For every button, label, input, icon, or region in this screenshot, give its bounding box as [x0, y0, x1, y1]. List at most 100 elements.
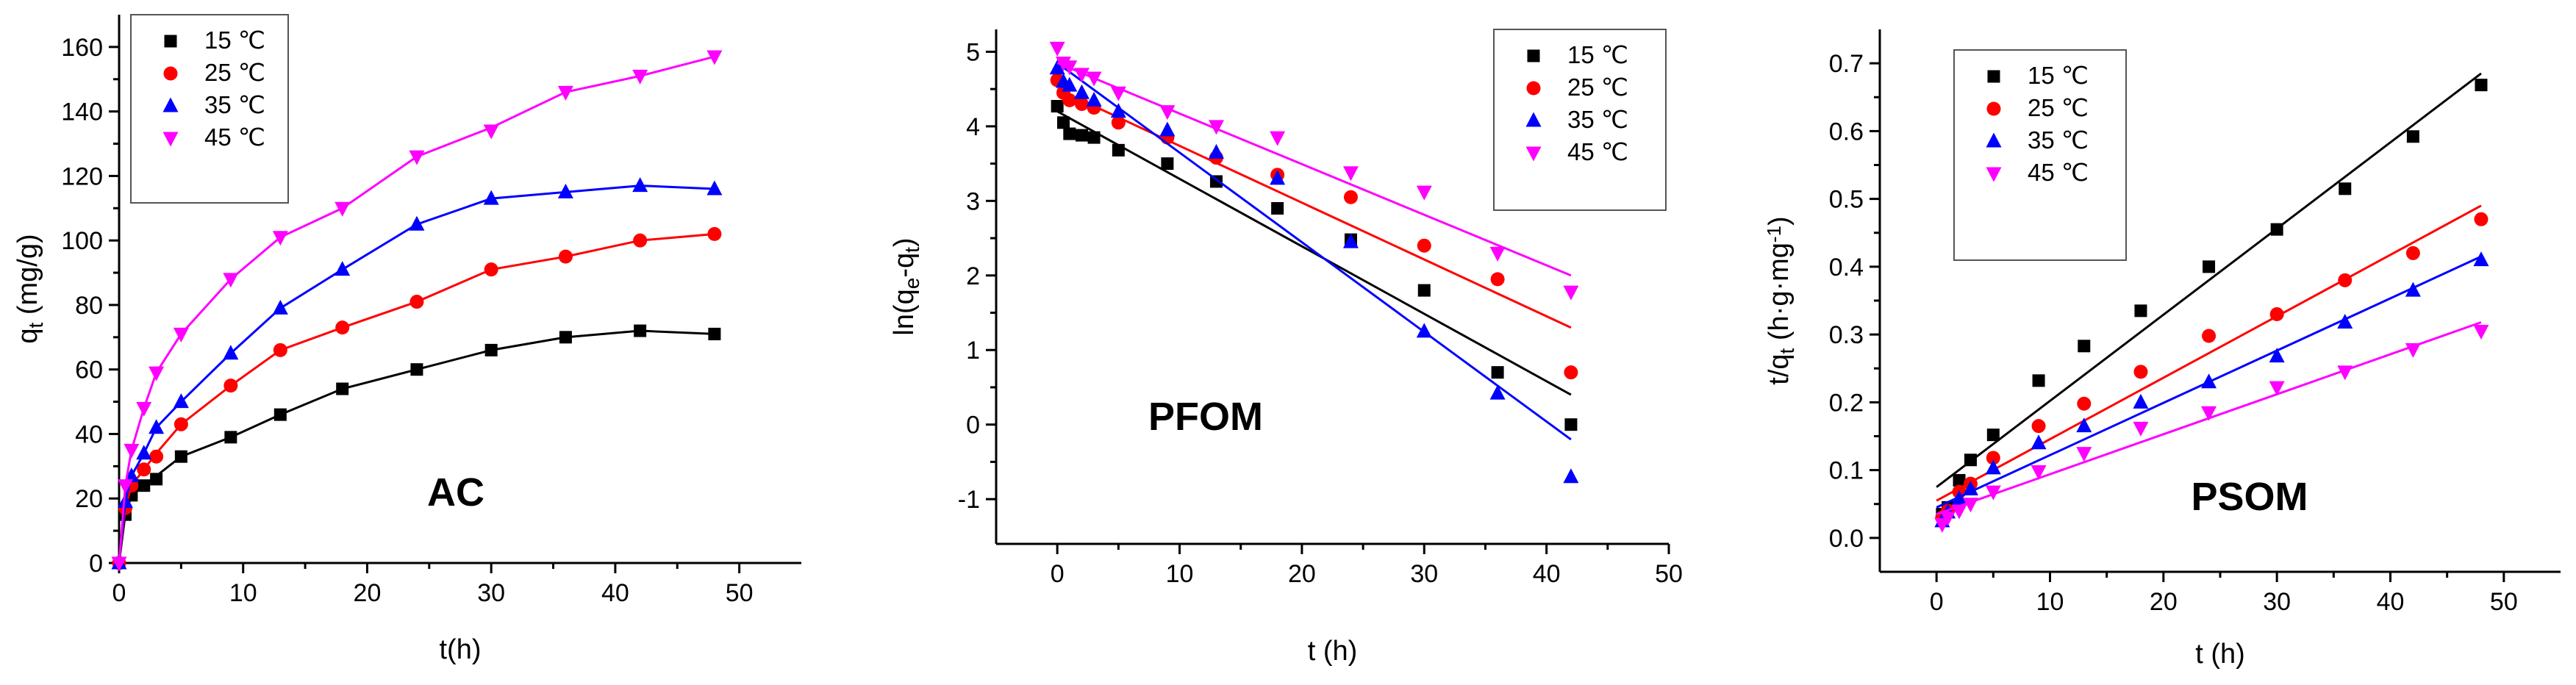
- data-point: [1563, 468, 1579, 484]
- data-point: [1416, 323, 1432, 338]
- legend-label: 15 ℃: [204, 26, 265, 54]
- x-tick-label: 40: [2377, 588, 2405, 616]
- legend: 15 ℃ 25 ℃ 35 ℃ 45 ℃: [1953, 49, 2127, 261]
- data-point: [1056, 57, 1071, 72]
- data-point: [2076, 417, 2092, 433]
- data-point: [2078, 340, 2091, 353]
- series-3: [1049, 41, 1579, 301]
- data-point: [2405, 281, 2421, 297]
- y-tick-label: 0.1: [1829, 457, 1864, 485]
- data-point: [1985, 459, 2001, 475]
- data-point: [272, 231, 288, 246]
- fit-line: [1936, 204, 2482, 502]
- data-point: [173, 393, 189, 409]
- data-point: [2201, 406, 2217, 421]
- legend-marker: [164, 35, 177, 48]
- y-tick-label: 2: [966, 262, 980, 290]
- data-point: [1086, 71, 1102, 87]
- data-point: [409, 150, 425, 165]
- data-point: [484, 343, 498, 356]
- fit-line: [1056, 110, 1572, 396]
- data-point: [558, 249, 573, 264]
- data-point: [2405, 342, 2421, 358]
- data-point: [1159, 105, 1176, 121]
- data-point: [334, 261, 351, 276]
- data-point: [2406, 130, 2419, 143]
- data-point: [1271, 201, 1284, 215]
- data-point: [117, 479, 133, 495]
- y-tick-label: 40: [75, 420, 103, 448]
- data-point: [1564, 418, 1578, 431]
- data-point: [2202, 329, 2217, 343]
- data-point: [1062, 76, 1078, 92]
- y-tick-label: 80: [75, 292, 103, 320]
- x-axis-title: t (h): [2195, 639, 2245, 670]
- data-point: [137, 479, 151, 492]
- y-tick-label: 0.6: [1829, 118, 1864, 146]
- data-point: [1962, 480, 1978, 495]
- y-axis-title-part: t: [901, 247, 923, 253]
- legend: 15 ℃ 25 ℃ 35 ℃ 45 ℃: [130, 14, 289, 204]
- data-point: [2032, 374, 2045, 387]
- chart-panel-ac: 0 10 20 30 40 50 0 20 40 60 80 100 120 140 160 t(h) qt (…: [12, 14, 801, 665]
- x-tick-label: 0: [1051, 560, 1065, 588]
- data-point: [559, 331, 572, 344]
- y-axis-title-part: t: [24, 323, 47, 329]
- y-axis-title-part: q: [12, 329, 43, 344]
- data-point: [124, 443, 140, 459]
- data-point: [1062, 93, 1077, 107]
- legend-marker: [1986, 101, 2001, 116]
- data-point: [706, 50, 723, 65]
- data-point: [2405, 245, 2420, 260]
- y-axis-title-part: t: [1775, 348, 1798, 354]
- data-point: [1951, 489, 1967, 505]
- data-point: [1940, 511, 1956, 526]
- data-point: [633, 233, 648, 248]
- data-point: [2269, 348, 2285, 363]
- legend-marker: [1526, 81, 1541, 96]
- data-point: [2076, 447, 2092, 462]
- fit-curve: [118, 55, 715, 564]
- x-tick-label: 50: [1655, 560, 1683, 588]
- y-tick-label: 0: [966, 412, 980, 440]
- data-point: [2473, 251, 2489, 267]
- data-point: [1417, 284, 1431, 297]
- data-point: [2133, 365, 2148, 379]
- x-tick-label: 30: [477, 579, 505, 607]
- data-point: [706, 180, 723, 196]
- data-point: [223, 379, 238, 393]
- chart-panel-pfom: 0 10 20 30 40 50 -1 0 1 2 3 4 5 t (h) ln(qe-qt) 15 ℃ 25 …: [889, 29, 1683, 667]
- fit-line: [1056, 62, 1572, 441]
- data-point: [111, 556, 127, 572]
- data-point: [136, 401, 152, 417]
- legend-label: 15 ℃: [1567, 41, 1628, 68]
- series-0: [1051, 99, 1578, 431]
- y-tick-label: 1: [966, 337, 980, 365]
- legend-marker: [1525, 112, 1542, 127]
- data-point: [1270, 170, 1286, 185]
- data-point: [1208, 120, 1224, 135]
- data-point: [1491, 366, 1504, 379]
- y-tick-label: 3: [966, 187, 980, 215]
- data-point: [2337, 314, 2353, 329]
- x-tick-label: 40: [601, 579, 629, 607]
- data-point: [409, 295, 424, 309]
- y-axis-title-part: ): [889, 237, 920, 247]
- fit-line: [1056, 87, 1572, 329]
- data-point: [272, 299, 288, 315]
- x-tick-label: 30: [2263, 588, 2291, 616]
- legend-label: 45 ℃: [204, 123, 265, 151]
- data-point: [707, 226, 722, 241]
- panel-title: AC: [427, 470, 484, 514]
- data-point: [483, 190, 499, 205]
- series-1: [1935, 204, 2489, 525]
- y-axis-title: ln(qe-qt): [889, 237, 923, 335]
- y-tick-label: 100: [61, 227, 103, 255]
- data-point: [484, 262, 498, 277]
- legend-box: [130, 14, 289, 204]
- data-point: [2339, 182, 2352, 196]
- y-tick-label: -1: [958, 486, 980, 514]
- legend-box: [1953, 49, 2127, 261]
- data-point: [1564, 365, 1578, 380]
